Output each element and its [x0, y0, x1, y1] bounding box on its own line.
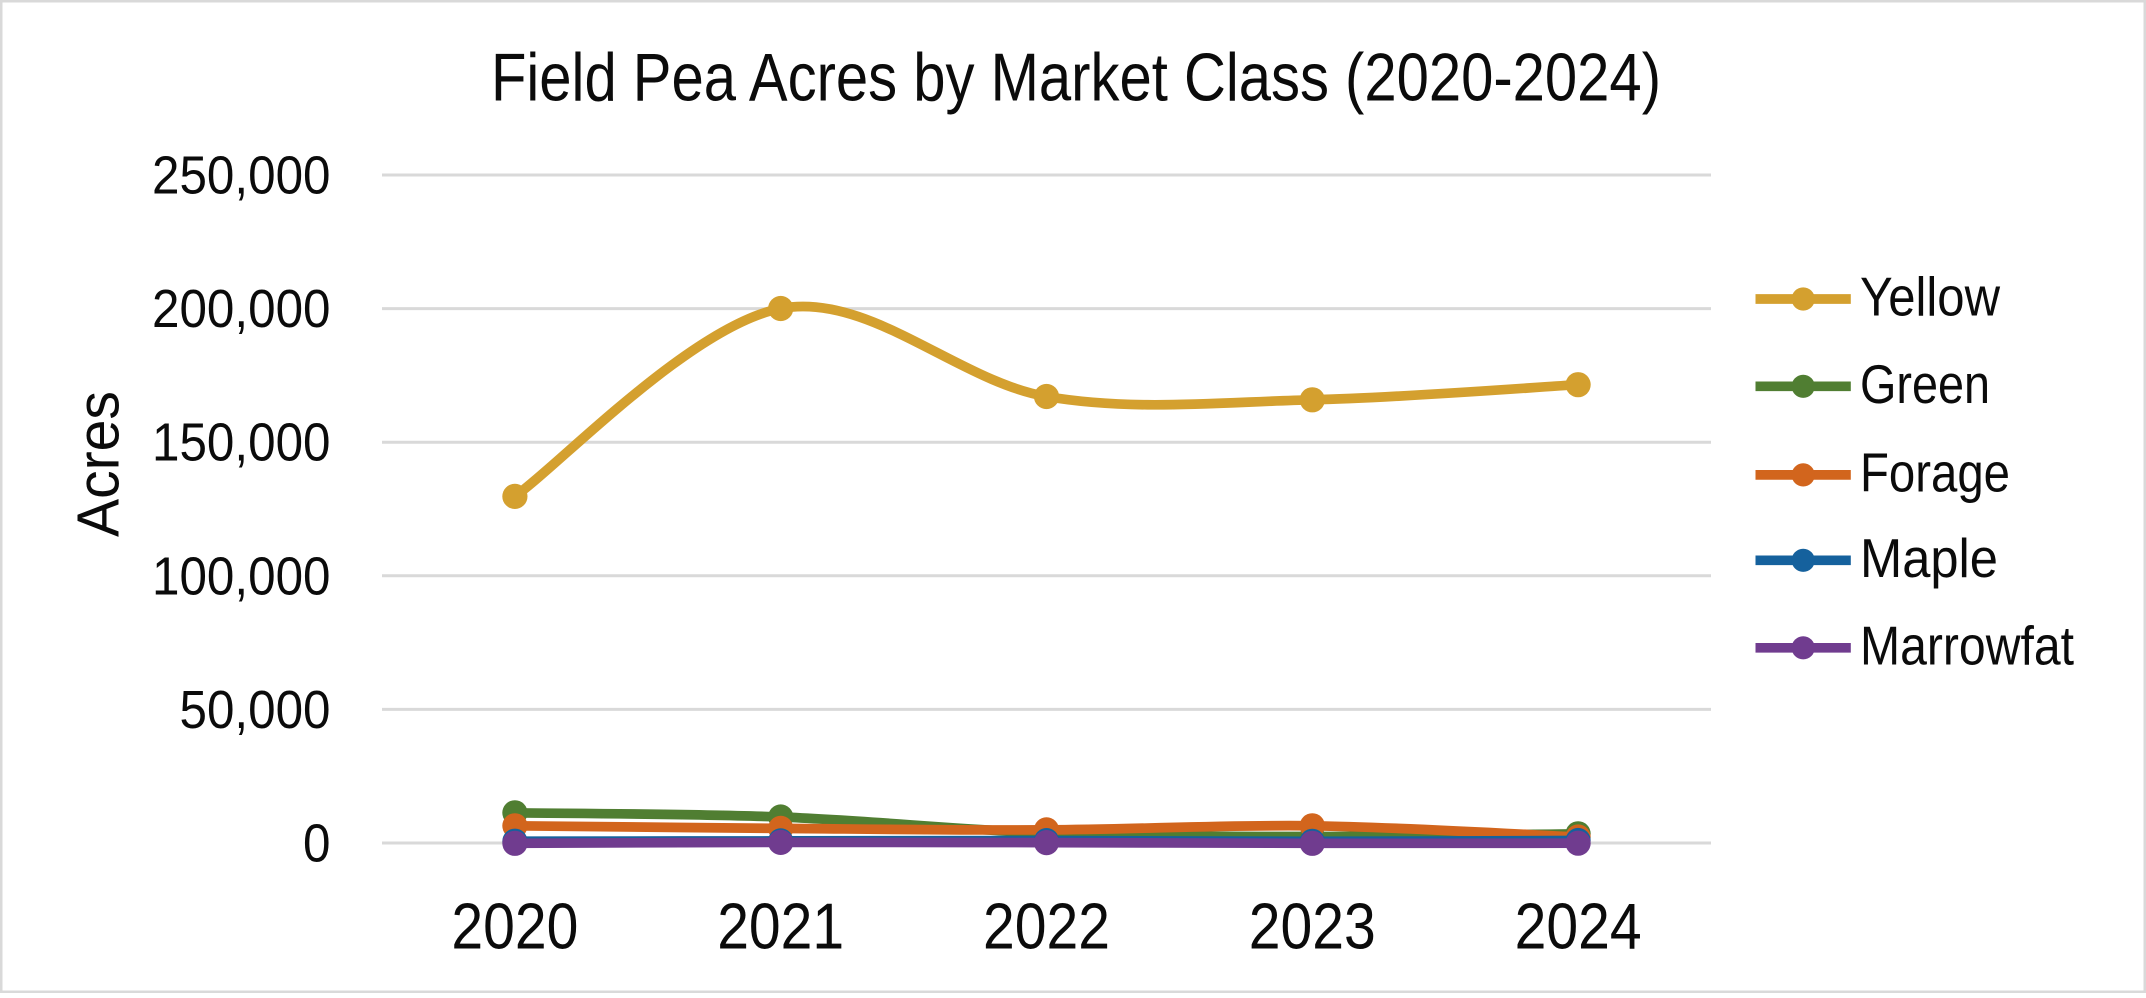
svg-text:0: 0 — [303, 814, 331, 874]
svg-text:Field Pea Acres by Market Clas: Field Pea Acres by Market Class (2020-20… — [491, 40, 1661, 116]
svg-text:2022: 2022 — [983, 890, 1110, 963]
svg-text:2023: 2023 — [1249, 890, 1376, 963]
svg-text:100,000: 100,000 — [152, 546, 331, 606]
svg-text:Marrowfat: Marrowfat — [1860, 614, 2074, 676]
svg-text:Forage: Forage — [1860, 441, 2010, 503]
svg-text:250,000: 250,000 — [152, 146, 331, 206]
svg-text:150,000: 150,000 — [152, 413, 331, 473]
svg-text:Green: Green — [1860, 353, 1990, 415]
svg-text:Maple: Maple — [1860, 527, 1998, 589]
svg-text:Yellow: Yellow — [1860, 266, 2000, 328]
svg-text:2024: 2024 — [1515, 890, 1642, 963]
svg-text:2021: 2021 — [717, 890, 844, 963]
svg-text:200,000: 200,000 — [152, 279, 331, 339]
svg-text:Acres: Acres — [66, 391, 132, 537]
svg-text:2020: 2020 — [451, 890, 578, 963]
svg-text:50,000: 50,000 — [180, 680, 331, 740]
